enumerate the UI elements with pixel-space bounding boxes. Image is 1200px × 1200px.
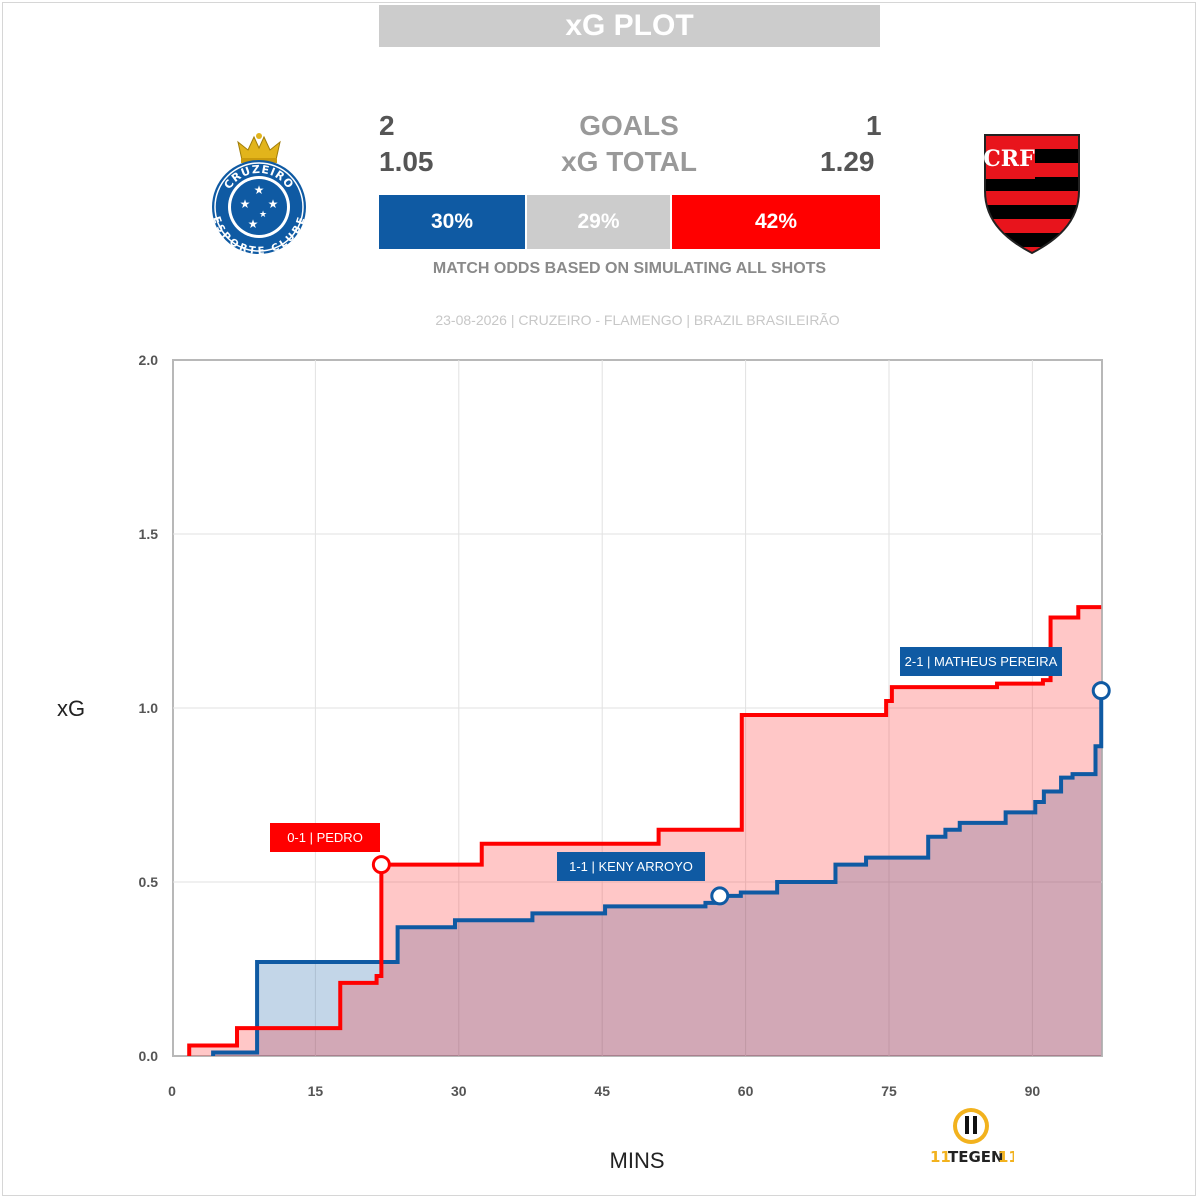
goal-annotation-box — [557, 852, 705, 881]
goal-annotation-label: 1-1 | KENY ARROYO — [569, 859, 693, 874]
y-tick-label: 1.0 — [139, 700, 159, 716]
brand-logo: 11 TEGEN 11 — [930, 1108, 1014, 1166]
cruzeiro-crest-icon: ★ ★ ★ ★ ★ CRUZEIRO ESPORTE CLUBE — [210, 133, 307, 256]
y-axis-label: xG — [57, 696, 85, 721]
away-win-probability: 42% — [672, 195, 880, 249]
svg-text:★: ★ — [254, 183, 265, 197]
series-line-cruzeiro — [211, 690, 1104, 1056]
goal-annotation-label: 2-1 | MATHEUS PEREIRA — [905, 654, 1058, 669]
goal-marker — [1091, 681, 1111, 701]
y-tick-label: 0.0 — [139, 1048, 159, 1064]
svg-text:★: ★ — [268, 197, 279, 211]
away-win-probability-text: 42% — [754, 210, 798, 233]
page-title-text: xG PLOT — [565, 9, 694, 42]
x-tick-label: 15 — [308, 1083, 324, 1099]
series-area-cruzeiro — [213, 690, 1102, 1056]
away-goals: 1 — [866, 110, 882, 141]
draw-probability-text: 29% — [577, 210, 620, 233]
goal-annotation-label: 0-1 | PEDRO — [287, 830, 363, 845]
goal-annotation-box — [900, 647, 1062, 676]
x-tick-label: 0 — [168, 1083, 176, 1099]
brand-text: TEGEN — [948, 1148, 1004, 1166]
x-tick-label: 90 — [1025, 1083, 1041, 1099]
home-goals: 2 — [379, 110, 395, 141]
series-line-flamengo — [187, 605, 1102, 1056]
svg-text:★: ★ — [240, 197, 251, 211]
crest-monogram: CRF — [983, 146, 1035, 172]
y-tick-label: 0.5 — [139, 874, 159, 890]
page-title: xG PLOT — [379, 5, 880, 47]
y-tick-label: 2.0 — [139, 352, 159, 368]
x-tick-label: 75 — [881, 1083, 897, 1099]
match-info: 23-08-2026 | CRUZEIRO - FLAMENGO | BRAZI… — [435, 312, 840, 328]
svg-text:11: 11 — [930, 1148, 951, 1166]
goal-marker — [371, 855, 391, 875]
x-tick-label: 45 — [594, 1083, 610, 1099]
home-win-probability-text: 30% — [430, 210, 474, 233]
svg-text:11: 11 — [998, 1148, 1014, 1166]
x-tick-label: 60 — [738, 1083, 754, 1099]
away-xg-total: 1.29 — [820, 146, 875, 177]
home-xg-total: 1.05 — [379, 146, 434, 177]
x-tick-label: 30 — [451, 1083, 467, 1099]
odds-caption: MATCH ODDS BASED ON SIMULATING ALL SHOTS — [432, 260, 827, 277]
goals-label: GOALS — [579, 110, 679, 141]
y-tick-label: 1.5 — [139, 526, 159, 542]
svg-text:★: ★ — [259, 210, 267, 220]
home-win-probability: 30% — [379, 195, 525, 249]
goal-annotation-box — [270, 823, 380, 852]
draw-probability: 29% — [527, 195, 670, 249]
series-area-flamengo — [189, 607, 1102, 1056]
svg-text:★: ★ — [248, 217, 259, 231]
x-axis-label: MINS — [610, 1148, 665, 1173]
goal-marker — [710, 886, 730, 906]
xg-total-label: xG TOTAL — [561, 146, 697, 177]
flamengo-crest-icon: CRF — [983, 134, 1080, 255]
